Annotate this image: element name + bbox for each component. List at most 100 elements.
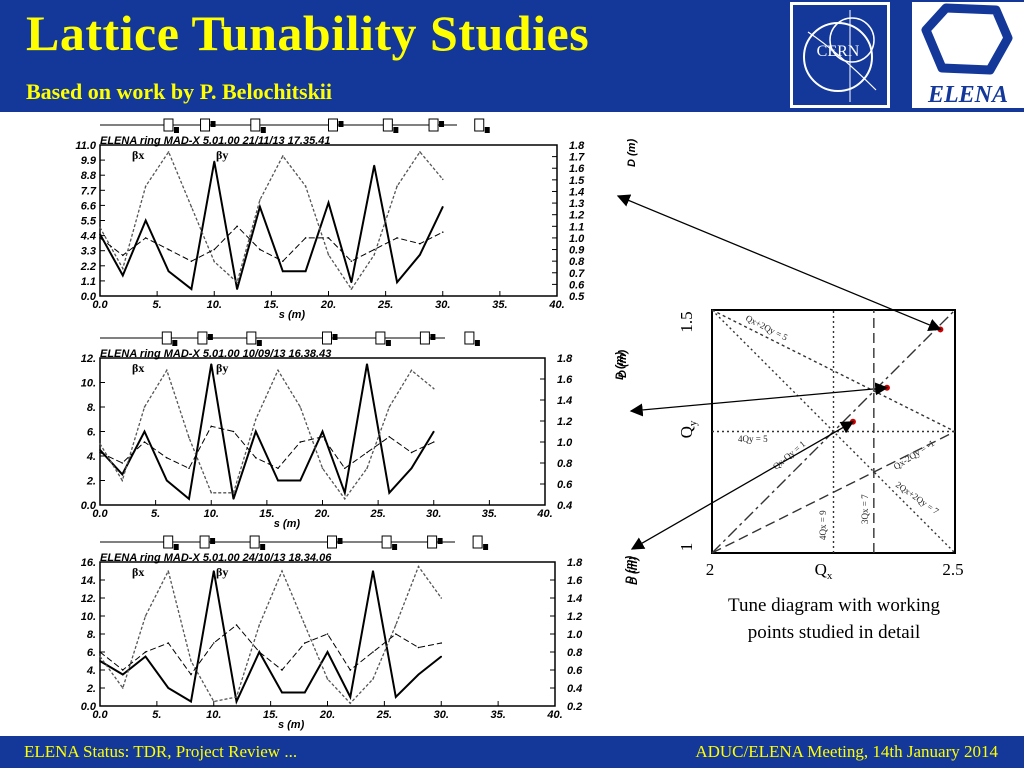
- x-tick-label: 20.: [319, 709, 335, 721]
- y-tick-label-right: 0.2: [567, 701, 582, 713]
- beta-y-line-point: [99, 442, 101, 445]
- x-tick-label: 0.0: [92, 709, 108, 721]
- y-tick-label-left: 6.: [87, 427, 96, 439]
- right-axis-label: D (m): [624, 556, 636, 584]
- beta-x-line-point: [410, 467, 413, 470]
- legend-beta-x: βx: [132, 148, 144, 162]
- beta-x-line-point: [121, 473, 124, 476]
- beta-x-line-point: [326, 651, 329, 653]
- elena-logo-text: ELENA: [927, 82, 1008, 108]
- beta-x-line-point: [372, 570, 374, 572]
- y-tick-label-right: 0.4: [567, 683, 582, 695]
- y-tick-label-left: 2.: [86, 683, 96, 695]
- quadrupole-marker: [197, 331, 208, 345]
- quadrupole-marker: [464, 331, 475, 345]
- beta-y-line-point: [121, 687, 124, 689]
- beta-x-line-point: [373, 164, 376, 167]
- beta-y-line-point: [373, 254, 376, 256]
- plot-header: ELENA ring MAD-X 5.01.00 21/11/13 17.35.…: [100, 135, 331, 147]
- quadrupole-marker: [382, 118, 393, 132]
- cern-logo-text: CERN: [817, 43, 860, 60]
- y-tick-label-right: 1.6: [567, 575, 583, 587]
- y-tick-label-right: 0.9: [569, 245, 585, 257]
- beta-y-line-point: [396, 185, 398, 187]
- beta-y-line-point: [99, 655, 101, 658]
- dispersion-label: D (m): [617, 350, 629, 378]
- beta-x-line-point: [343, 491, 346, 494]
- dispersion-line-point: [167, 642, 170, 644]
- quadrupole-marker: [200, 118, 211, 132]
- beta-x-line-point: [259, 205, 261, 208]
- dispersion-line-point: [440, 642, 443, 644]
- x-tick-label: 40.: [536, 508, 552, 520]
- beta-y-line-point: [419, 151, 421, 153]
- legend-beta-x: βx: [132, 361, 144, 375]
- caption-line-2: points studied in detail: [747, 622, 921, 643]
- y-tick-label-left: 0.0: [81, 701, 97, 713]
- beta-x-line-point: [210, 363, 213, 365]
- beta-y-line-point: [144, 185, 147, 187]
- dipole-marker: [173, 544, 179, 550]
- dispersion-line: [99, 225, 444, 262]
- y-tick-label-left: 12.: [81, 593, 96, 605]
- beta-y-line-point: [321, 467, 324, 470]
- beta-y-line-point: [394, 624, 397, 626]
- y-tick-label-left: 8.8: [81, 170, 97, 182]
- dispersion-line-point: [236, 225, 238, 228]
- beta-plot-1: ELENA ring MAD-X 5.01.00 21/11/13 17.35.…: [75, 118, 638, 321]
- dispersion-line-point: [122, 254, 124, 257]
- beta-x-line-point: [303, 691, 306, 694]
- quadrupole-marker: [246, 331, 257, 345]
- dispersion-line-point: [235, 624, 238, 626]
- dispersion-line-point: [441, 231, 444, 233]
- dispersion-line-point: [281, 669, 283, 671]
- quadrupole-marker: [427, 535, 438, 549]
- dipole-marker: [474, 340, 480, 346]
- dispersion-line-point: [167, 248, 170, 251]
- beta-x-line-point: [99, 449, 101, 451]
- y-tick-label-right: 1.4: [569, 186, 584, 198]
- beta-y-line: [99, 368, 435, 501]
- beta-y-line-point: [213, 260, 216, 263]
- beta-x-line-point: [122, 274, 124, 277]
- dipole-marker: [393, 127, 399, 133]
- beta-x-line-point: [432, 430, 435, 433]
- y-tick-label-left: 0.0: [81, 291, 97, 303]
- quadrupole-marker: [419, 331, 430, 345]
- dispersion-line-point: [254, 456, 257, 459]
- beta-x-line-point: [349, 696, 352, 698]
- beta-plot-3: ELENA ring MAD-X 5.01.00 24/10/13 18.34.…: [81, 535, 636, 731]
- y-tick-label-left: 5.5: [81, 216, 97, 228]
- beta-x-line-point: [190, 288, 193, 290]
- beta-x-line-point: [366, 363, 368, 365]
- quadrupole-marker: [250, 118, 261, 132]
- magnet-layout-strip: [100, 535, 489, 550]
- beta-y-line: [99, 565, 442, 705]
- beta-x-line-point: [232, 498, 235, 500]
- y-tick-label-right: 1.0: [557, 437, 573, 449]
- dispersion-line-point: [210, 425, 213, 428]
- dipole-marker: [483, 544, 489, 550]
- y-tick-label-left: 4.4: [80, 231, 96, 243]
- footer-right-text: ADUC/ELENA Meeting, 14th January 2014: [695, 742, 998, 761]
- x-tick-label: 0.0: [92, 299, 108, 311]
- dispersion-line-point: [259, 248, 261, 251]
- y-tick-label-right: 1.8: [557, 353, 573, 365]
- beta-y-line-point: [366, 467, 368, 470]
- x-tick-label: 35.: [490, 709, 505, 721]
- beta-y-line: [99, 150, 444, 291]
- beta-x-line-point: [144, 219, 147, 222]
- y-tick-label-left: 14.: [81, 575, 96, 587]
- beta-y-line-point: [212, 700, 215, 703]
- beta-x-line-point: [441, 205, 444, 208]
- beta-y-line-point: [417, 565, 420, 568]
- dispersion-line-point: [372, 651, 374, 653]
- x-tick-label: 20.: [320, 299, 336, 311]
- x-tick-label: 40.: [546, 709, 562, 721]
- beta-y-line-point: [122, 267, 124, 270]
- magnet-layout-strip: [100, 331, 480, 346]
- beta-x-line: [99, 161, 444, 291]
- dispersion-line-point: [143, 441, 146, 443]
- beta-y-line-point: [254, 418, 257, 421]
